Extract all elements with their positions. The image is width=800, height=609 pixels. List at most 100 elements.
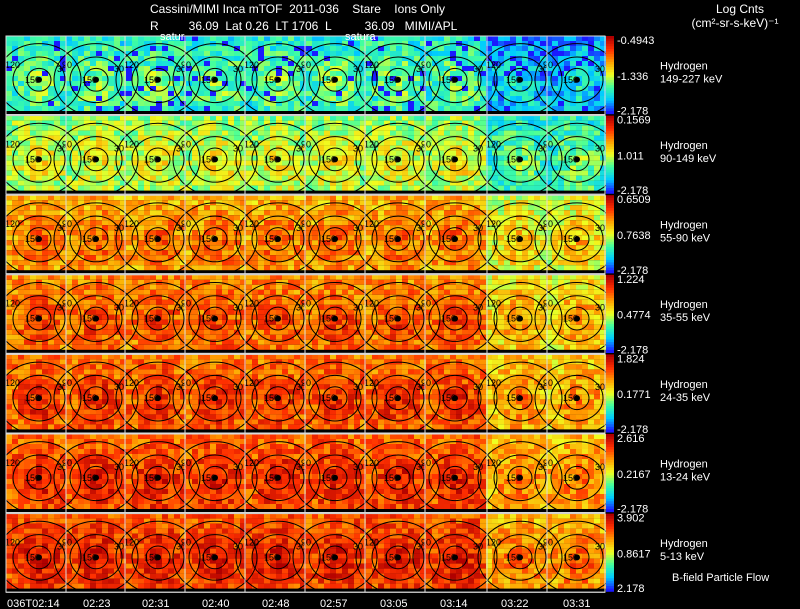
contour-label: 150 [321, 154, 336, 164]
contour-line [188, 215, 242, 263]
contour-label: 150 [563, 473, 578, 483]
colorbar-mid-label: 0.7638 [617, 230, 651, 242]
flow-marker [452, 235, 458, 242]
contour-label: 120 [5, 378, 20, 388]
flow-marker [275, 554, 281, 561]
panel-border [5, 35, 606, 116]
contour-line [69, 295, 123, 342]
contour-label: 150 [563, 552, 578, 562]
contour-line [69, 374, 123, 422]
contour-label: 30 [595, 382, 605, 392]
colorbar-min-label: -2.178 [617, 185, 648, 197]
contour-line [564, 147, 590, 172]
flow-marker [155, 395, 161, 402]
species-label: Hydrogen [660, 220, 708, 232]
contour-line [69, 136, 123, 183]
contour-label: 150 [25, 473, 40, 483]
contour-label: 90 [62, 378, 72, 388]
flow-marker [517, 156, 523, 163]
contour-line [507, 386, 533, 411]
time-tick-label: 02:31 [142, 598, 170, 609]
contour-label: 30 [416, 462, 426, 472]
contour-label: 30 [57, 462, 67, 472]
contour-label: 150 [25, 75, 40, 85]
contour-line [550, 534, 604, 581]
contour-line [251, 295, 305, 342]
colorbar-max-label: 0.6509 [617, 194, 651, 206]
contour-line [12, 56, 66, 104]
flow-marker [36, 315, 42, 322]
contour-line [428, 454, 482, 502]
flow-marker [93, 474, 99, 481]
contour-label: 120 [124, 139, 139, 149]
contour-label: 90 [62, 299, 72, 309]
contour-line [371, 295, 425, 342]
flow-marker [517, 315, 523, 322]
flow-marker [574, 474, 580, 481]
contour-line [322, 465, 348, 490]
contour-label: 90 [181, 60, 191, 70]
flow-marker [332, 554, 338, 561]
contour-line [202, 147, 228, 172]
colorbar-mid-label: -1.336 [617, 71, 648, 83]
colorbar-min-label: -2.178 [617, 424, 648, 436]
flow-marker [517, 395, 523, 402]
contour-line [69, 534, 123, 581]
colorbar-mid-label: 0.8617 [617, 548, 651, 560]
contour-label: 30 [473, 462, 483, 472]
contour-label: 150 [201, 154, 216, 164]
contour-label: 90 [181, 219, 191, 229]
colorbar [606, 36, 614, 115]
colorbar-max-label: 1.224 [617, 274, 645, 286]
contour-line [26, 386, 52, 411]
contour-label: 30 [538, 462, 548, 472]
flow-marker [395, 554, 401, 561]
contour-line [477, 520, 563, 594]
contour-line [507, 545, 533, 570]
contour-label: 150 [321, 234, 336, 244]
contour-label: 30 [296, 541, 306, 551]
contour-label: 30 [538, 541, 548, 551]
contour-label: 30 [114, 64, 124, 74]
contour-line [550, 136, 604, 183]
colorbar-mid-label: 0.4774 [617, 310, 651, 322]
contour-line [83, 386, 109, 411]
contour-line [131, 374, 185, 422]
contour-line [26, 306, 52, 331]
contour-line [507, 306, 533, 331]
flow-marker [93, 76, 99, 83]
contour-label: 30 [538, 223, 548, 233]
contour-label: 150 [201, 552, 216, 562]
contour-label: 150 [563, 154, 578, 164]
contour-label: 120 [486, 139, 501, 149]
flow-marker [212, 315, 218, 322]
contour-label: 90 [421, 537, 431, 547]
contour-label: 30 [57, 143, 67, 153]
contour-line [507, 67, 533, 92]
contour-label: 30 [114, 223, 124, 233]
contour-label: 150 [506, 473, 521, 483]
contour-line [385, 227, 411, 251]
contour-label: 120 [486, 378, 501, 388]
contour-label: 30 [176, 143, 186, 153]
contour-label: 30 [538, 382, 548, 392]
contour-label: 90 [62, 139, 72, 149]
contour-line [265, 545, 291, 570]
contour-label: 90 [181, 139, 191, 149]
contour-line [385, 465, 411, 490]
contour-label: 150 [264, 154, 279, 164]
contour-line [385, 147, 411, 172]
contour-label: 150 [506, 75, 521, 85]
contour-line [69, 454, 123, 502]
contour-line [371, 56, 425, 104]
contour-line [265, 306, 291, 331]
contour-line [251, 136, 305, 183]
contour-line [428, 534, 482, 581]
contour-line [550, 295, 604, 342]
chart-subtitle: R 36.09 Lat 0.26 LT 1706 L 36.09 MIMI/AP… [150, 19, 458, 33]
flow-marker [212, 156, 218, 163]
contour-line [131, 136, 185, 183]
contour-line [26, 465, 52, 490]
contour-label: 30 [416, 303, 426, 313]
contour-label: 30 [176, 462, 186, 472]
